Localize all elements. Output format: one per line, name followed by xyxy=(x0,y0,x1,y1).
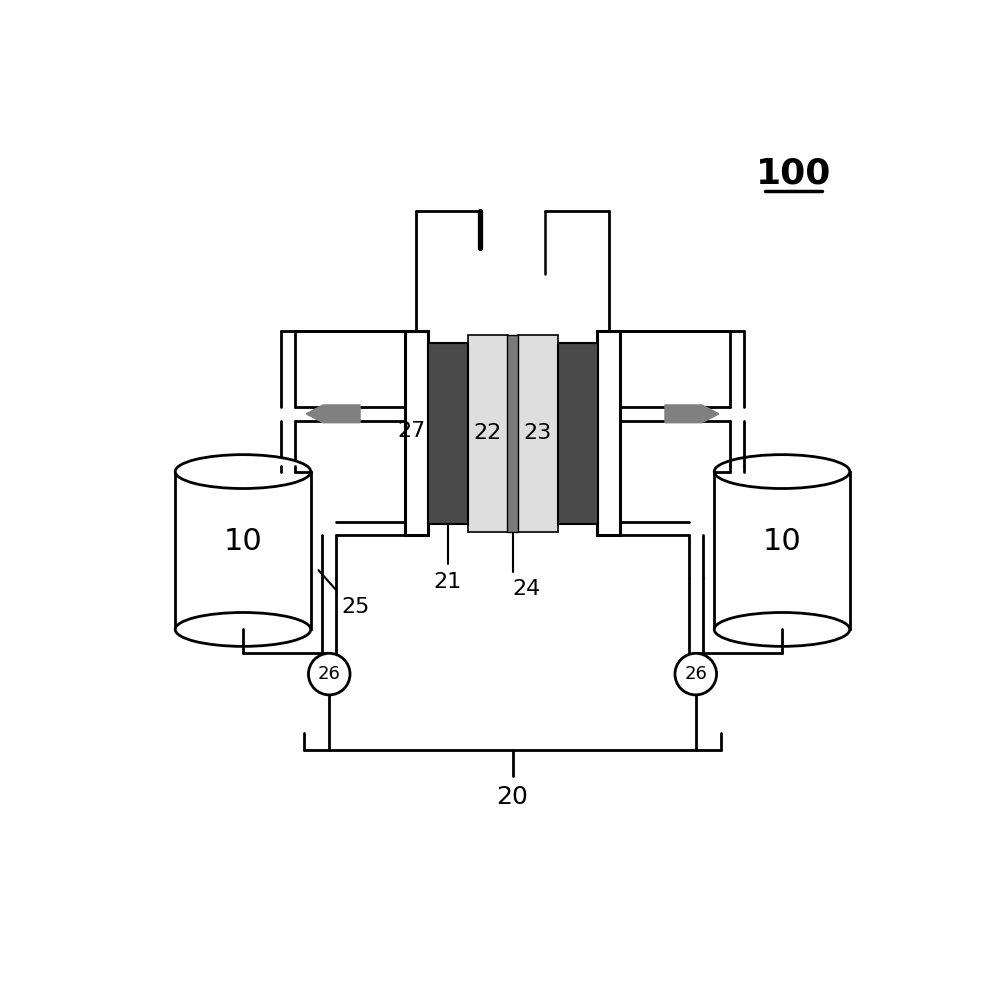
Ellipse shape xyxy=(714,455,850,489)
Bar xyxy=(428,343,468,524)
Ellipse shape xyxy=(714,612,850,646)
Bar xyxy=(507,335,518,531)
Text: 26: 26 xyxy=(684,665,707,683)
Circle shape xyxy=(675,653,717,695)
FancyArrow shape xyxy=(665,405,719,423)
Text: 26: 26 xyxy=(318,665,341,683)
Circle shape xyxy=(308,653,350,695)
Text: 21: 21 xyxy=(434,572,462,592)
FancyArrow shape xyxy=(306,405,360,423)
Text: 27: 27 xyxy=(397,421,425,441)
Text: 23: 23 xyxy=(524,423,552,443)
Text: 25: 25 xyxy=(342,598,370,617)
Bar xyxy=(714,472,850,629)
Bar xyxy=(518,335,558,531)
Ellipse shape xyxy=(175,455,311,489)
Bar xyxy=(405,331,428,535)
Bar xyxy=(468,335,508,531)
Text: 24: 24 xyxy=(512,580,540,600)
Text: 22: 22 xyxy=(474,423,502,443)
Text: 100: 100 xyxy=(756,157,831,190)
Text: 10: 10 xyxy=(224,527,262,556)
Bar xyxy=(558,343,598,524)
Text: 10: 10 xyxy=(763,527,801,556)
Bar xyxy=(175,472,311,629)
Text: 20: 20 xyxy=(497,785,528,810)
Bar xyxy=(597,331,620,535)
Ellipse shape xyxy=(175,612,311,646)
